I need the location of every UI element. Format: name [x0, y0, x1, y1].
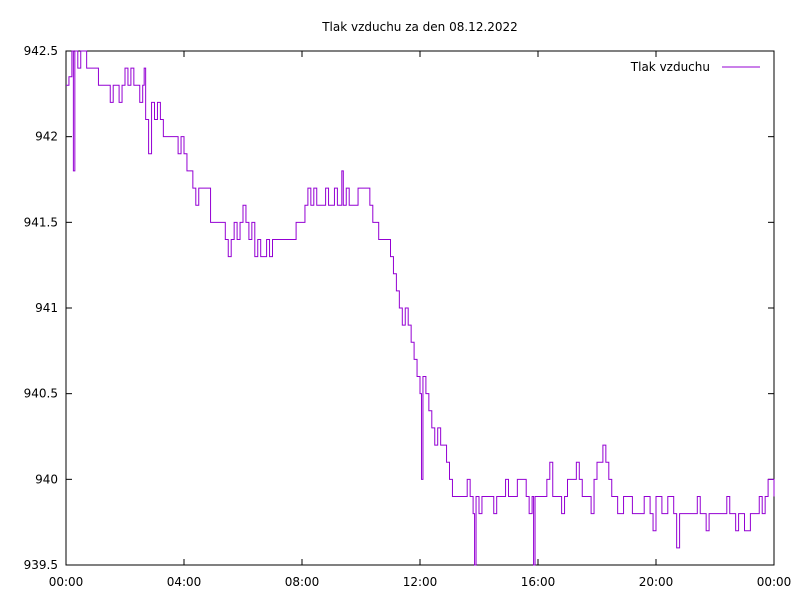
chart-title: Tlak vzduchu za den 08.12.2022 — [321, 20, 518, 34]
y-tick-label: 940.5 — [24, 387, 58, 401]
x-axis: 00:00 04:00 08:00 12:00 16:00 20:00 00:00 — [49, 51, 792, 589]
x-tick-label: 00:00 — [49, 575, 84, 589]
series-line — [66, 50, 775, 566]
y-tick-label: 941.5 — [24, 215, 58, 229]
y-tick-label: 940 — [35, 472, 58, 486]
y-tick-label: 939.5 — [24, 558, 58, 572]
x-tick-label: 12:00 — [403, 575, 438, 589]
series-layer — [66, 50, 775, 566]
x-tick-label: 08:00 — [285, 575, 320, 589]
y-axis: 939.5 940 940.5 941 941.5 942 942.5 — [24, 44, 774, 572]
legend: Tlak vzduchu — [630, 60, 760, 74]
x-tick-label: 00:00 — [757, 575, 792, 589]
x-tick-label: 20:00 — [639, 575, 674, 589]
y-tick-label: 942 — [35, 130, 58, 144]
plot-frame — [65, 50, 775, 566]
y-tick-label: 942.5 — [24, 44, 58, 58]
y-tick-label: 941 — [35, 301, 58, 315]
x-tick-label: 04:00 — [167, 575, 202, 589]
x-tick-label: 16:00 — [521, 575, 556, 589]
legend-label: Tlak vzduchu — [630, 60, 710, 74]
